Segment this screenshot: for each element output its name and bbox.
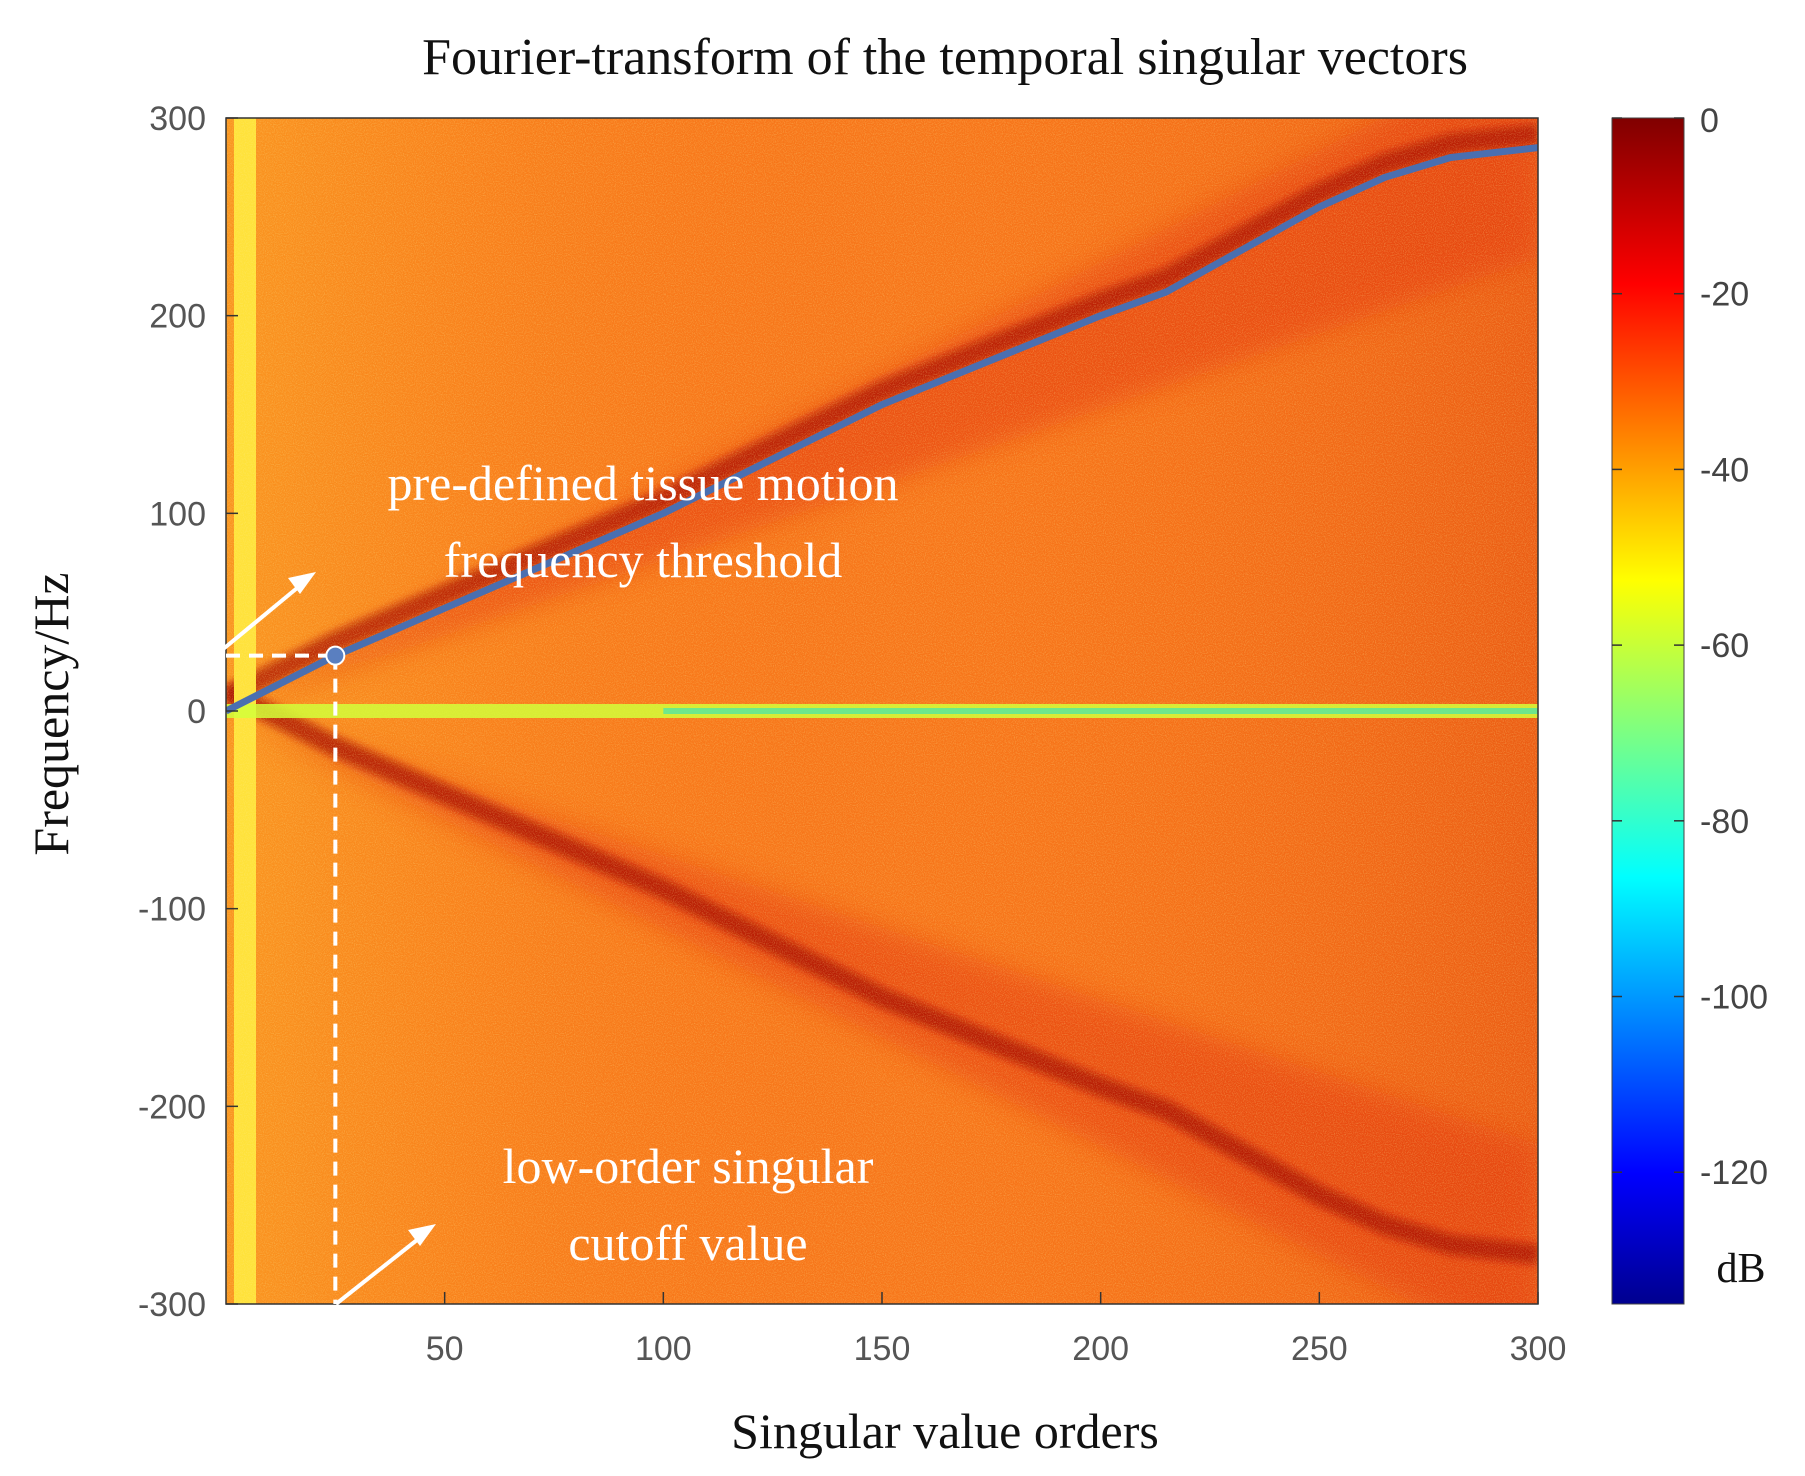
annotations: pre-defined tissue motion frequency thre… [220,455,899,1306]
x-tick-label: 300 [1510,1330,1567,1368]
annotation-cutoff-line-2: cutoff value [568,1215,807,1271]
colorbar-tick-label: -100 [1700,979,1768,1017]
cutoff-guides [226,645,346,1304]
colorbar-unit: dB [1716,1246,1765,1292]
colorbar-tick-label: -60 [1700,627,1749,665]
x-tick-label: 50 [426,1330,464,1368]
colorbar-tick-label: 0 [1700,102,1719,140]
colorbar [1611,117,1685,1305]
y-tick-label: -300 [138,1286,206,1324]
colorbar-tick-label: -20 [1700,276,1749,314]
colorbar-ticks: 0 -20 -40 -60 -80 -100 -120 [1612,102,1768,1192]
colorbar-tick-label: -40 [1700,451,1749,489]
threshold-curve [226,144,1538,715]
cutoff-point-marker [325,645,346,666]
y-tick-label: 0 [187,693,206,731]
annotation-threshold-arrowhead [288,572,316,594]
annotation-cutoff-line-1: low-order singular [503,1138,874,1194]
y-axis-ticks: 300 200 100 0 -100 -200 -300 [138,100,238,1324]
x-tick-label: 150 [854,1330,911,1368]
annotation-cutoff-arrowhead [408,1224,436,1246]
y-tick-label: -200 [138,1088,206,1126]
chart-title: Fourier-transform of the temporal singul… [422,29,1468,86]
x-tick-label: 100 [635,1330,692,1368]
x-axis-label: Singular value orders [731,1403,1159,1459]
y-tick-label: -100 [138,891,206,929]
y-axis-label: Frequency/Hz [23,572,79,855]
x-tick-label: 200 [1072,1330,1129,1368]
y-tick-label: 200 [149,298,206,336]
colorbar-tick-label: -120 [1700,1154,1768,1192]
annotation-threshold-line-2: frequency threshold [444,532,842,588]
x-axis-ticks: 50 100 150 200 250 300 [426,1292,1567,1368]
y-tick-label: 100 [149,495,206,533]
y-tick-label: 300 [149,100,206,138]
annotation-cutoff-arrow [334,1234,424,1306]
zero-frequency-core [663,708,1538,714]
annotation-threshold-arrow [220,582,304,652]
heatmap-plot [226,118,1538,1304]
colorbar-tick-label: -80 [1700,803,1749,841]
annotation-threshold-line-1: pre-defined tissue motion [388,455,899,511]
x-tick-label: 250 [1291,1330,1348,1368]
